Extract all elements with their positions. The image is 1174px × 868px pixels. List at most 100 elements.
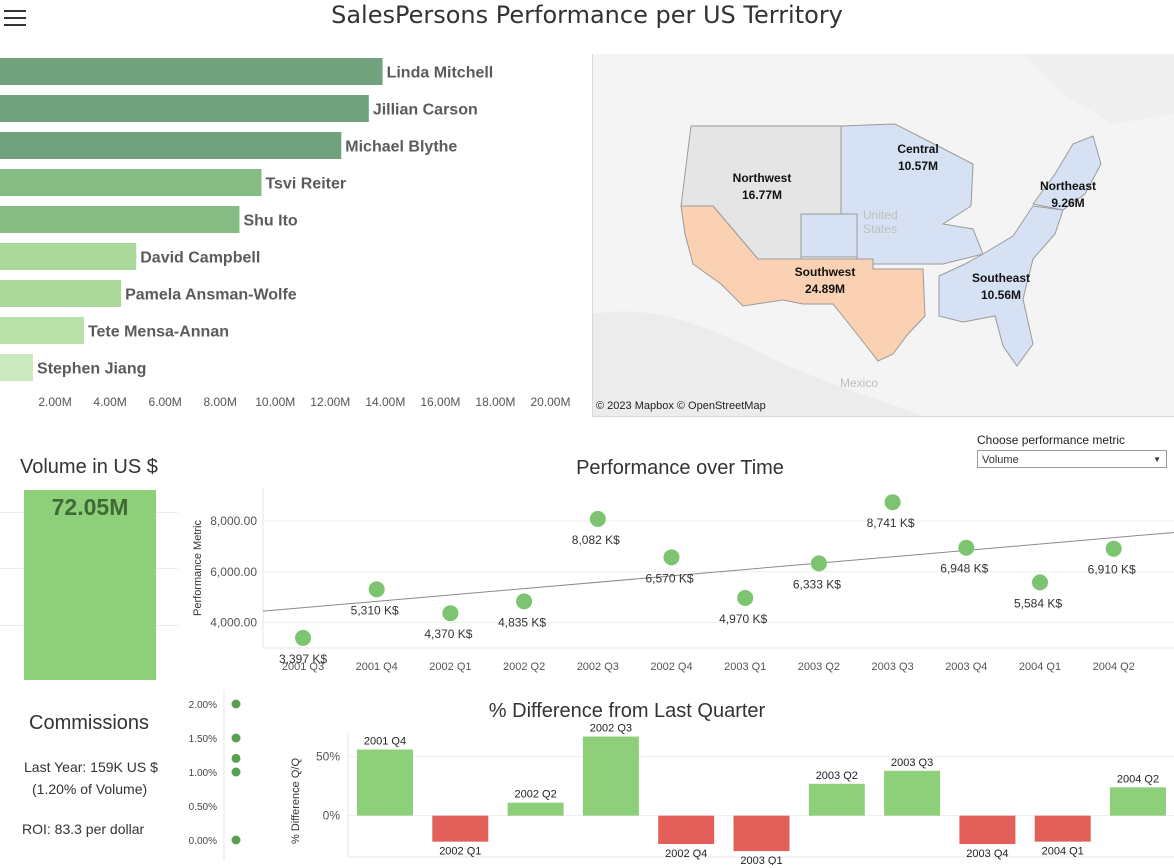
metric-select-dropdown[interactable]: Volume ▼ (977, 450, 1167, 468)
difference-bar[interactable] (884, 770, 941, 816)
bar-label: 2002 Q1 (439, 846, 481, 858)
x-tick-label: 12.00M (310, 395, 350, 409)
region-shape-southwest[interactable] (680, 205, 926, 362)
metric-selector-label: Choose performance metric (977, 433, 1126, 447)
x-tick-label: 2004 Q2 (1093, 661, 1135, 673)
x-tick-label: 18.00M (475, 395, 515, 409)
salesperson-bar[interactable] (0, 132, 342, 159)
data-point[interactable] (589, 510, 606, 527)
difference-bar[interactable] (1110, 787, 1166, 816)
difference-bar[interactable] (582, 736, 639, 816)
y-tick-label: 0.50% (189, 802, 217, 813)
volume-title: Volume in US $ (20, 456, 158, 478)
data-label: 6,570 K$ (645, 571, 693, 585)
x-tick-label: 2002 Q2 (503, 661, 545, 673)
hamburger-menu-icon[interactable] (4, 10, 26, 26)
salesperson-label: Jillian Carson (373, 102, 478, 119)
salesperson-bar[interactable] (0, 206, 240, 233)
data-label: 8,082 K$ (572, 533, 620, 547)
x-tick-label: 20.00M (530, 395, 570, 409)
volume-value: 72.05M (51, 494, 129, 520)
data-point[interactable] (810, 555, 827, 572)
chevron-down-icon[interactable]: ▼ (1153, 455, 1161, 464)
performance-over-time-chart: Performance over Time 4,000.00 6,000.00 8,0… (192, 457, 1174, 673)
data-label: 4,835 K$ (498, 615, 546, 629)
map-attribution[interactable]: © 2023 Mapbox © OpenStreetMap (596, 400, 766, 412)
commission-dot (231, 835, 241, 845)
data-point[interactable] (368, 581, 385, 598)
commission-dot (231, 733, 241, 743)
territory-map[interactable]: Northwest 16.77M Central 10.57M Northeast 9… (592, 54, 1174, 417)
commissions-title: Commissions (29, 712, 150, 734)
x-tick-label: 2003 Q1 (724, 661, 766, 673)
difference-bar[interactable] (1034, 815, 1091, 842)
data-point[interactable] (737, 589, 754, 606)
difference-bar[interactable] (808, 783, 865, 816)
y-axis-title: Performance Metric (192, 520, 204, 616)
data-label: 3,397 K$ (279, 652, 327, 666)
bar-label: 2001 Q4 (364, 736, 406, 748)
salesperson-label: Shu Ito (243, 213, 297, 230)
region-label-southwest: Southwest 24.89M (794, 265, 856, 296)
region-shape-southeast[interactable] (938, 205, 1064, 367)
difference-bar[interactable] (733, 815, 790, 852)
data-label: 8,741 K$ (867, 516, 915, 530)
bar-label: 2004 Q1 (1042, 846, 1084, 858)
country-label-us: United States (863, 208, 898, 236)
commissions-percent: (1.20% of Volume) (32, 781, 148, 797)
data-point[interactable] (1105, 540, 1122, 557)
salespersons-bar-chart: Linda Mitchell Jillian Carson Michael Blyt… (0, 58, 570, 409)
x-tick-label: 2002 Q1 (429, 661, 471, 673)
x-tick-label: 2004 Q1 (1019, 661, 1061, 673)
data-point[interactable] (958, 539, 975, 556)
salesperson-bar[interactable] (0, 95, 369, 122)
difference-bar[interactable] (658, 815, 715, 845)
region-shape-central[interactable] (800, 123, 984, 265)
data-point[interactable] (1032, 574, 1048, 591)
salesperson-bar[interactable] (0, 317, 84, 344)
x-tick-label: 2003 Q3 (871, 661, 913, 673)
data-point[interactable] (663, 549, 680, 566)
x-tick-label: 2003 Q2 (798, 661, 840, 673)
difference-bar[interactable] (507, 802, 564, 816)
data-point[interactable] (516, 593, 533, 610)
data-point[interactable] (884, 494, 901, 511)
region-shape-northeast[interactable] (1032, 135, 1102, 211)
salesperson-bar[interactable] (0, 169, 262, 196)
map-shapes (593, 54, 1174, 416)
data-point[interactable] (442, 605, 459, 622)
bar-label: 2003 Q3 (891, 757, 933, 769)
data-label: 6,910 K$ (1088, 563, 1136, 577)
trend-line (262, 531, 1174, 612)
difference-bar[interactable] (357, 749, 413, 816)
region-label-northwest: Northwest 16.77M (732, 171, 792, 202)
y-axis-title: % Difference Q/Q (290, 758, 302, 844)
difference-bar[interactable] (432, 815, 489, 842)
bar-label: 2003 Q1 (740, 855, 782, 865)
x-tick-label: 2001 Q4 (356, 661, 398, 673)
salesperson-bar[interactable] (0, 354, 34, 381)
region-label-central: Central 10.57M (897, 142, 939, 173)
page-title: SalesPersons Performance per US Territor… (331, 1, 843, 29)
salesperson-label: Tete Mensa-Annan (88, 324, 229, 341)
y-tick-label: 1.50% (189, 734, 217, 745)
salesperson-bar[interactable] (0, 58, 383, 85)
region-label-southeast: Southeast 10.56M (971, 271, 1030, 302)
y-tick-label: 2.00% (189, 700, 217, 711)
mexico-landmass (593, 311, 923, 416)
difference-bar[interactable] (959, 815, 1016, 845)
salesperson-bar[interactable] (0, 243, 137, 270)
x-tick-label: 14.00M (365, 395, 405, 409)
bar-label: 2003 Q2 (816, 770, 858, 782)
metric-select-value: Volume (982, 454, 1019, 466)
salesperson-bar[interactable] (0, 280, 122, 307)
salesperson-label: Tsvi Reiter (265, 176, 346, 193)
commissions-last-year: Last Year: 159K US $ (24, 759, 158, 775)
bar-label: 2002 Q4 (665, 848, 707, 860)
y-tick-label: 0.00% (189, 836, 217, 847)
data-point[interactable] (295, 629, 311, 646)
data-label: 5,310 K$ (351, 603, 399, 617)
commission-dots-chart: 2.00% 1.50% 1.00% 0.50% 0.00% (189, 690, 241, 860)
x-tick-label: 6.00M (148, 395, 181, 409)
x-tick-label: 2002 Q3 (577, 661, 619, 673)
